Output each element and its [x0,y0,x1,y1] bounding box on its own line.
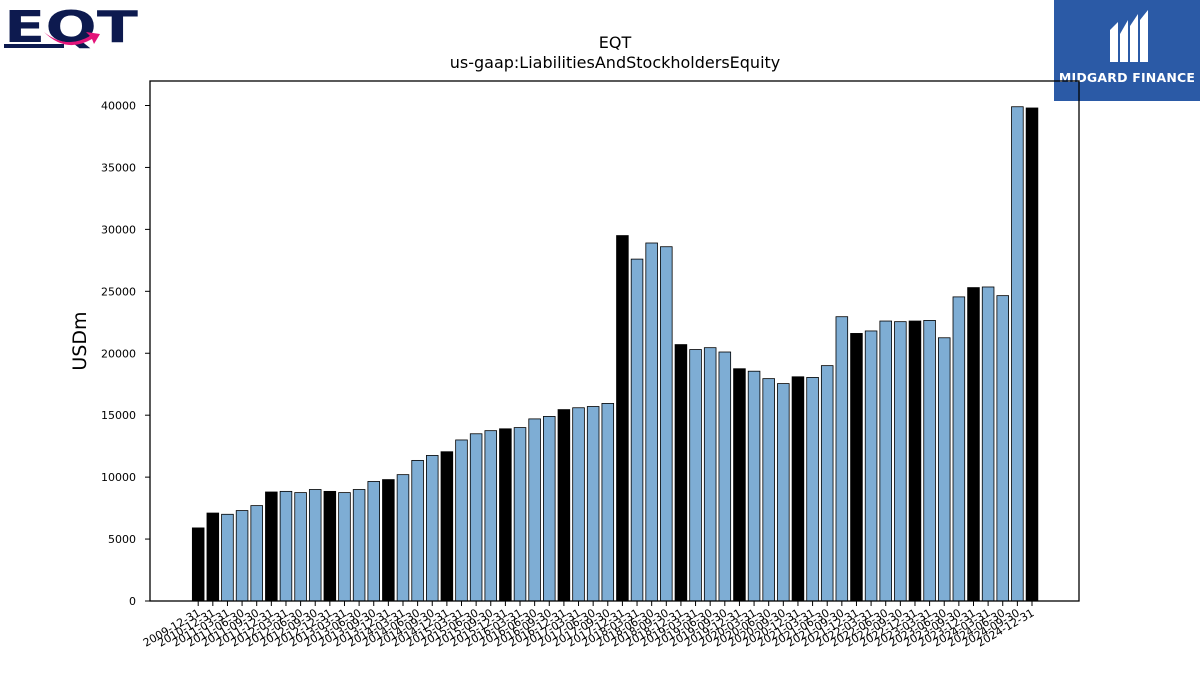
bar-2012-09-30 [308,489,322,602]
bar-2021-12-31 [850,333,863,602]
bar-2020-03-31 [747,370,761,602]
bar-2023-03-31 [923,320,936,602]
bar-2013-03-31 [338,492,351,602]
bar-2020-09-30 [777,383,790,602]
y-tick-label: 25000 [101,285,136,298]
bar-2018-03-31 [630,258,644,602]
bar-2014-12-31 [440,451,454,602]
bar-2011-06-30 [235,510,249,602]
bar-2012-03-31 [279,490,293,602]
bar-2023-06-30 [937,337,951,602]
bar-2010-12-31 [206,512,220,602]
bar-2022-06-30 [879,320,892,602]
bar-2019-12-31 [733,368,746,602]
bar-2011-12-31 [265,491,278,602]
y-tick-label: 40000 [101,100,136,113]
bar-2019-03-31 [689,349,702,602]
midgard-finance-text: MIDGARD FINANCE [1058,70,1196,85]
bar-2014-03-31 [396,474,410,602]
bar-2018-06-30 [645,242,658,602]
eqt-logo-underline [4,44,64,48]
bar-2021-06-30 [820,365,834,602]
bar-2021-09-30 [835,316,849,602]
bar-2015-12-31 [499,428,512,602]
bar-2011-09-30 [250,505,263,602]
bar-2018-09-30 [660,246,673,602]
y-tick-label: 0 [129,595,136,608]
bar-2013-12-31 [382,479,395,602]
y-tick-label: 15000 [101,409,136,422]
bar-2012-06-30 [294,492,307,602]
bar-2009-12-31 [191,527,205,602]
bar-2014-06-30 [411,459,424,602]
bar-2016-03-31 [513,427,527,602]
x-axis: 2009-12-312010-12-312011-03-312011-06-30… [141,601,1037,650]
bar-2013-09-30 [367,481,380,602]
eqt-logo-swoosh [44,32,100,46]
bar-2015-03-31 [455,439,468,602]
bar-2016-06-30 [528,418,541,602]
bar-2016-09-30 [543,416,556,602]
y-tick-label: 5000 [108,533,136,546]
bar-2024-06-30 [996,295,1009,602]
bar-2024-09-30 [1011,106,1024,602]
bar-2017-03-31 [572,407,585,602]
bar-2022-03-31 [864,330,878,602]
bar-2019-09-30 [718,351,732,602]
midgard-finance-logo: MIDGARD FINANCE [1054,0,1200,101]
y-tick-label: 35000 [101,161,136,174]
bar-2018-12-31 [674,344,688,602]
y-tick-label: 30000 [101,223,136,236]
bar-2019-06-30 [703,347,717,602]
bar-2024-12-31 [1025,107,1039,602]
bar-2023-12-31 [967,287,980,602]
chart-title: EQT [599,33,632,52]
bar-2015-06-30 [469,433,483,602]
bar-2015-09-30 [484,430,498,602]
eqt-logo: EQT [4,4,138,53]
y-tick-label: 20000 [101,347,136,360]
bar-2017-12-31 [616,235,629,602]
bar-2014-09-30 [425,455,439,602]
bar-2020-06-30 [762,378,775,602]
bar-2023-09-30 [952,296,966,602]
bar-2016-12-31 [557,409,571,602]
bar-2017-06-30 [586,406,600,602]
y-tick-label: 10000 [101,471,136,484]
bar-2021-03-31 [806,377,819,602]
bar-2020-12-31 [791,376,805,602]
bars-group [191,106,1039,602]
bar-2013-06-30 [352,489,366,602]
bar-2022-09-30 [894,321,907,602]
midgard-mark-icon [1110,10,1148,62]
y-axis-label: USDm [69,311,91,370]
chart-subtitle: us-gaap:LiabilitiesAndStockholdersEquity [450,53,781,72]
bar-2022-12-31 [908,320,922,602]
bar-2017-09-30 [601,403,615,602]
bar-2012-12-31 [323,490,337,602]
bar-2024-03-31 [981,286,995,602]
plot-frame [149,80,1080,602]
y-axis: 0 5000 10000 15000 20000 25000 30000 35000 40000 [101,100,150,608]
bar-2011-03-31 [221,513,234,602]
